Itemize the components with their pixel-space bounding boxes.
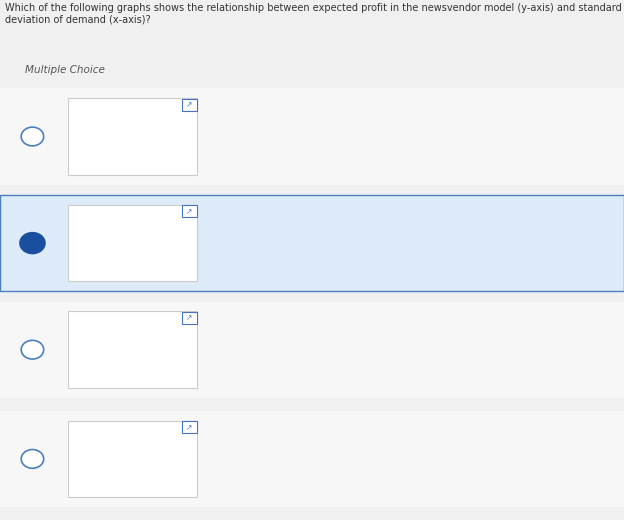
Text: ↗: ↗ bbox=[186, 314, 193, 322]
Text: Multiple Choice: Multiple Choice bbox=[25, 64, 105, 75]
Text: Which of the following graphs shows the relationship between expected profit in : Which of the following graphs shows the … bbox=[5, 3, 622, 24]
Text: ↗: ↗ bbox=[186, 423, 193, 432]
Text: ↗: ↗ bbox=[186, 207, 193, 216]
Text: ↗: ↗ bbox=[186, 100, 193, 109]
